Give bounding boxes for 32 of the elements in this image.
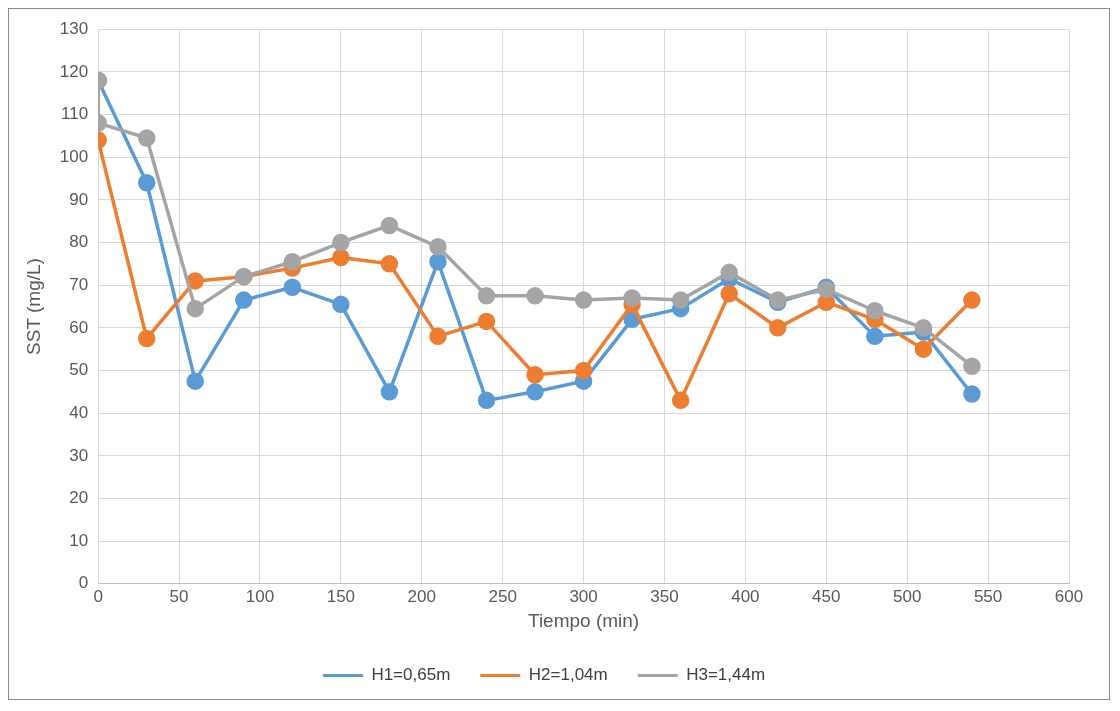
x-tick-label: 150	[326, 586, 356, 606]
x-tick-label: 200	[407, 586, 436, 606]
legend-label: H3=1,44m	[686, 665, 766, 685]
legend-label: H2=1,04m	[528, 665, 608, 685]
y-tick-label: 110	[61, 104, 89, 124]
y-tick-label: 50	[69, 360, 89, 380]
x-tick-label: 550	[973, 586, 1003, 606]
x-tick-label: 50	[169, 586, 189, 606]
y-tick-label: 20	[69, 488, 89, 508]
y-tick-label: 120	[59, 61, 89, 81]
x-tick-label: 0	[93, 586, 103, 606]
x-tick-label: 600	[1054, 586, 1084, 606]
y-tick-label: 130	[59, 18, 89, 38]
y-tick-label: 10	[69, 530, 89, 550]
x-tick-label: 300	[569, 586, 598, 606]
x-tick-label: 450	[812, 586, 841, 606]
x-tick-label: 100	[245, 586, 275, 606]
x-tick-label: 500	[893, 586, 922, 606]
y-tick-label: 40	[69, 402, 89, 422]
y-tick-label: 90	[69, 189, 89, 209]
y-tick-label: 0	[78, 573, 89, 593]
y-tick-label: 70	[69, 274, 89, 294]
x-axis-title: Tiempo (min)	[527, 609, 640, 631]
x-tick-label: 400	[731, 586, 760, 606]
x-tick-label: 250	[488, 586, 517, 606]
y-axis-title: SST (mg/L)	[22, 258, 44, 355]
y-tick-label: 30	[69, 445, 89, 465]
y-tick-label: 60	[69, 317, 89, 337]
y-tick-label: 80	[69, 232, 89, 252]
legend-label: H1=0,65m	[371, 665, 451, 685]
x-tick-label: 350	[650, 586, 679, 606]
y-tick-label: 100	[59, 146, 89, 166]
